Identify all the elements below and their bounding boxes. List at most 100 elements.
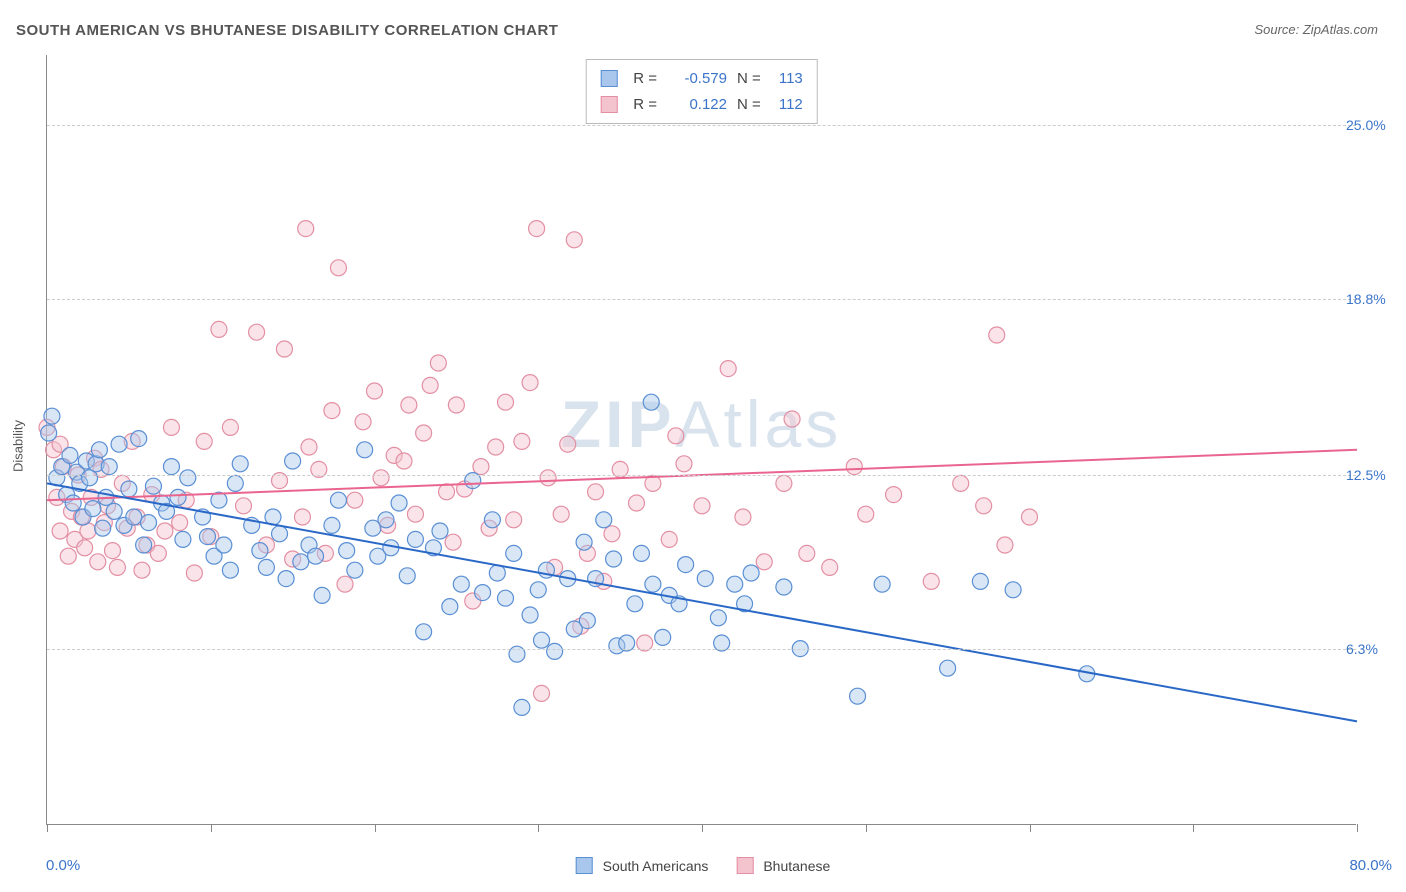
stats-n-value: 112: [771, 92, 803, 118]
x-axis-max-label: 80.0%: [1349, 857, 1392, 874]
scatter-point-south-americans: [62, 447, 78, 463]
scatter-point-bhutanese: [134, 562, 150, 578]
scatter-point-bhutanese: [661, 531, 677, 547]
grid-line-h: [47, 299, 1356, 300]
scatter-point-south-americans: [576, 534, 592, 550]
scatter-point-south-americans: [357, 442, 373, 458]
scatter-point-south-americans: [141, 515, 157, 531]
scatter-point-south-americans: [41, 425, 57, 441]
stats-r-value: -0.579: [667, 66, 727, 92]
scatter-point-bhutanese: [756, 554, 772, 570]
scatter-point-south-americans: [227, 475, 243, 491]
scatter-point-south-americans: [633, 545, 649, 561]
scatter-point-south-americans: [475, 585, 491, 601]
scatter-point-south-americans: [180, 470, 196, 486]
scatter-point-bhutanese: [676, 456, 692, 472]
stats-swatch-blue: [600, 70, 617, 87]
scatter-point-south-americans: [278, 571, 294, 587]
scatter-point-south-americans: [199, 529, 215, 545]
stats-row-2: R = 0.122 N = 112: [600, 92, 803, 118]
y-tick-label: 6.3%: [1346, 641, 1406, 657]
x-tick: [1030, 824, 1031, 832]
y-axis-title: Disability: [11, 420, 26, 472]
scatter-point-bhutanese: [498, 394, 514, 410]
y-tick-label: 25.0%: [1346, 117, 1406, 133]
scatter-point-bhutanese: [347, 492, 363, 508]
scatter-point-bhutanese: [439, 484, 455, 500]
legend-label: Bhutanese: [763, 858, 830, 874]
stats-swatch-pink: [600, 96, 617, 113]
scatter-point-bhutanese: [249, 324, 265, 340]
y-tick-label: 12.5%: [1346, 467, 1406, 483]
scatter-point-south-americans: [407, 531, 423, 547]
scatter-point-bhutanese: [989, 327, 1005, 343]
scatter-point-south-americans: [232, 456, 248, 472]
scatter-point-bhutanese: [799, 545, 815, 561]
scatter-point-south-americans: [596, 512, 612, 528]
scatter-point-south-americans: [727, 576, 743, 592]
stats-r-value: 0.122: [667, 92, 727, 118]
scatter-point-south-americans: [216, 537, 232, 553]
trend-line-south-americans: [47, 483, 1357, 721]
scatter-point-south-americans: [131, 431, 147, 447]
scatter-point-bhutanese: [473, 459, 489, 475]
legend-item-bhutanese: Bhutanese: [736, 857, 830, 874]
scatter-point-bhutanese: [150, 545, 166, 561]
scatter-point-bhutanese: [186, 565, 202, 581]
scatter-point-south-americans: [272, 526, 288, 542]
scatter-point-bhutanese: [997, 537, 1013, 553]
scatter-point-bhutanese: [588, 484, 604, 500]
scatter-point-south-americans: [126, 509, 142, 525]
scatter-point-south-americans: [378, 512, 394, 528]
scatter-point-bhutanese: [172, 515, 188, 531]
scatter-point-bhutanese: [953, 475, 969, 491]
scatter-point-south-americans: [347, 562, 363, 578]
scatter-point-bhutanese: [52, 523, 68, 539]
scatter-point-south-americans: [627, 596, 643, 612]
scatter-point-south-americans: [136, 537, 152, 553]
scatter-point-bhutanese: [222, 419, 238, 435]
scatter-point-bhutanese: [488, 439, 504, 455]
stats-row-1: R = -0.579 N = 113: [600, 66, 803, 92]
scatter-point-bhutanese: [211, 321, 227, 337]
scatter-point-bhutanese: [534, 685, 550, 701]
x-axis-min-label: 0.0%: [46, 857, 80, 874]
scatter-point-bhutanese: [566, 232, 582, 248]
x-tick: [375, 824, 376, 832]
grid-line-h: [47, 475, 1356, 476]
scatter-point-south-americans: [163, 459, 179, 475]
scatter-point-bhutanese: [448, 397, 464, 413]
scatter-point-bhutanese: [720, 361, 736, 377]
legend-swatch-pink: [736, 857, 753, 874]
scatter-point-bhutanese: [157, 523, 173, 539]
y-tick-label: 18.8%: [1346, 291, 1406, 307]
scatter-point-bhutanese: [298, 221, 314, 237]
scatter-point-south-americans: [506, 545, 522, 561]
scatter-point-south-americans: [44, 408, 60, 424]
legend-swatch-blue: [576, 857, 593, 874]
stats-r-label: R =: [633, 66, 657, 92]
scatter-point-bhutanese: [445, 534, 461, 550]
scatter-point-bhutanese: [886, 487, 902, 503]
scatter-point-south-americans: [1005, 582, 1021, 598]
x-tick: [1193, 824, 1194, 832]
scatter-point-south-americans: [547, 643, 563, 659]
scatter-point-bhutanese: [355, 414, 371, 430]
scatter-point-south-americans: [453, 576, 469, 592]
scatter-point-south-americans: [442, 599, 458, 615]
scatter-point-bhutanese: [822, 559, 838, 575]
scatter-point-bhutanese: [668, 428, 684, 444]
legend-item-south-americans: South Americans: [576, 857, 709, 874]
scatter-point-south-americans: [95, 520, 111, 536]
scatter-point-south-americans: [579, 613, 595, 629]
scatter-point-south-americans: [222, 562, 238, 578]
scatter-point-south-americans: [489, 565, 505, 581]
scatter-point-bhutanese: [1022, 509, 1038, 525]
scatter-point-bhutanese: [694, 498, 710, 514]
x-tick: [702, 824, 703, 832]
scatter-point-bhutanese: [109, 559, 125, 575]
scatter-point-south-americans: [940, 660, 956, 676]
x-tick: [538, 824, 539, 832]
scatter-point-south-americans: [111, 436, 127, 452]
scatter-point-bhutanese: [407, 506, 423, 522]
